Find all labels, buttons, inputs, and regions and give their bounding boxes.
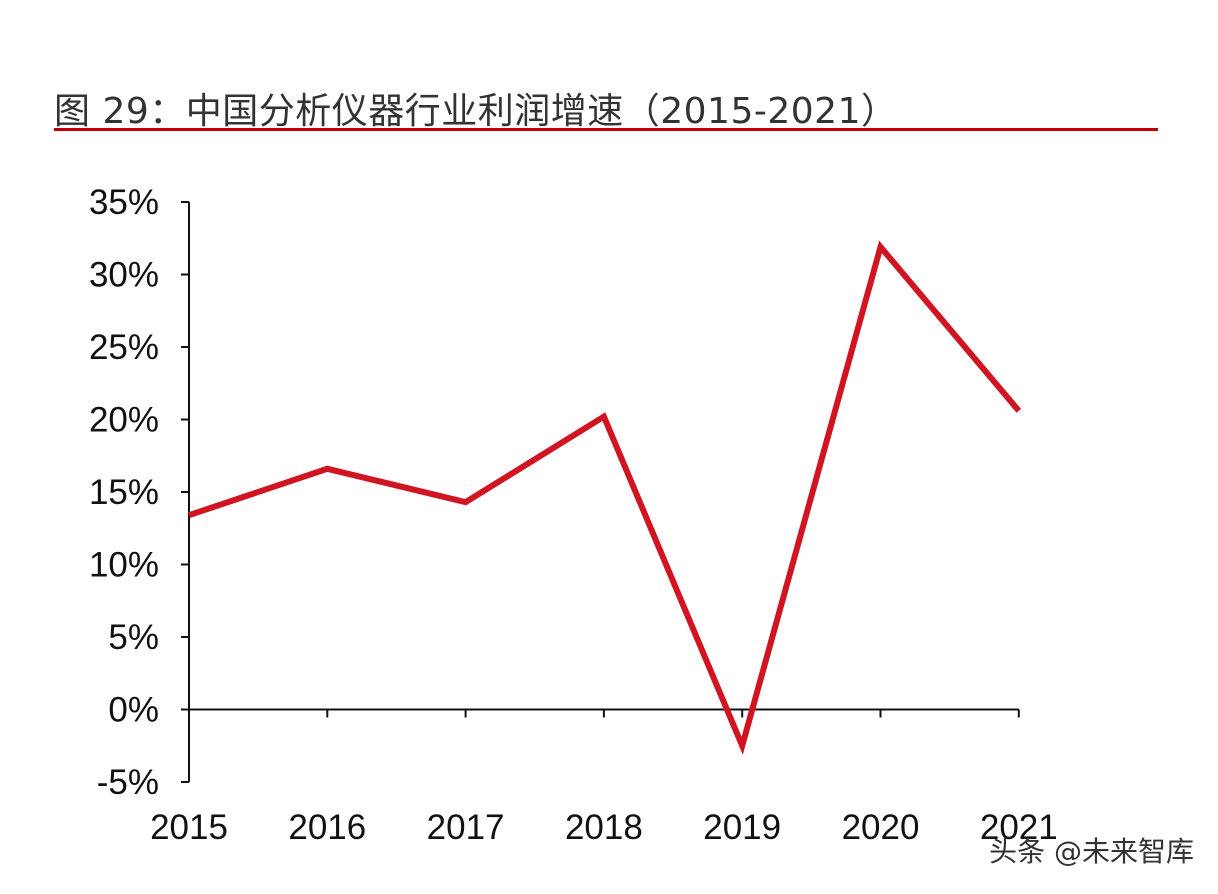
x-axis-ticks: 2015 2016 2017 2018 2019 2020 2021 xyxy=(150,709,1058,847)
y-axis-ticks: 35% 30% 25% 20% 15% 10% 5% 0% -5% xyxy=(89,183,189,802)
y-tick-label: 20% xyxy=(89,401,159,440)
x-tick-label: 2019 xyxy=(703,808,781,847)
x-tick-label: 2020 xyxy=(842,808,920,847)
y-tick-label: 25% xyxy=(89,328,159,367)
x-tick-label: 2016 xyxy=(288,808,366,847)
title-rule xyxy=(54,128,1158,131)
y-tick-label: 35% xyxy=(89,183,159,222)
series-line xyxy=(188,240,1022,755)
x-tick-label: 2017 xyxy=(427,808,505,847)
series-group xyxy=(188,240,1022,755)
x-tick-label: 2021 xyxy=(980,808,1058,847)
y-tick-label: -5% xyxy=(97,763,159,802)
watermark: 头条 @未来智库 xyxy=(989,835,1194,868)
y-tick-label: 30% xyxy=(89,256,159,295)
figure-title: 图 29：中国分析仪器行业利润增速（2015-2021） xyxy=(54,91,898,132)
y-tick-label: 0% xyxy=(108,691,159,730)
chart-axes xyxy=(188,202,1019,782)
x-tick-label: 2015 xyxy=(150,808,228,847)
x-tick-label: 2018 xyxy=(565,808,643,847)
y-tick-label: 10% xyxy=(89,546,159,585)
y-tick-label: 15% xyxy=(89,473,159,512)
y-tick-label: 5% xyxy=(108,618,159,657)
